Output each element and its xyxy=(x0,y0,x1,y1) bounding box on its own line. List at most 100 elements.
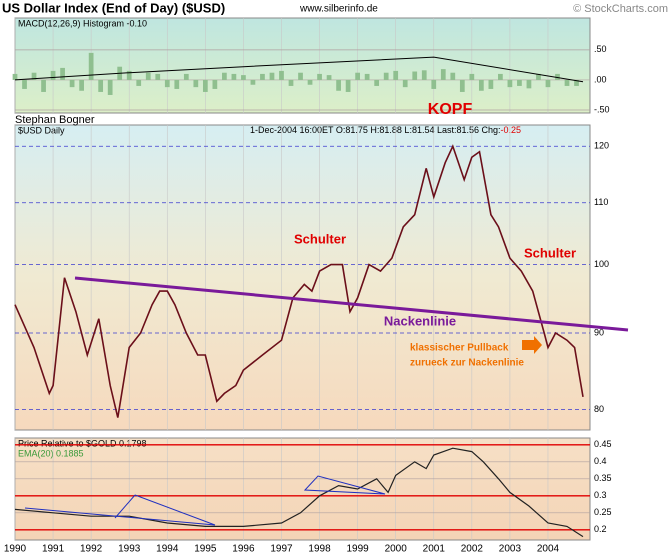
triangle xyxy=(303,475,386,495)
histogram-bar xyxy=(574,79,579,86)
x-tick-label: 1993 xyxy=(118,544,141,555)
histogram-bar xyxy=(440,69,446,80)
copyright: © StockCharts.com xyxy=(573,3,668,15)
histogram-bar xyxy=(126,70,132,80)
histogram-bar xyxy=(69,79,75,88)
histogram-bar xyxy=(374,79,380,86)
histogram-bar xyxy=(564,79,570,86)
histogram-bar xyxy=(345,79,351,92)
histogram-bar xyxy=(88,52,94,80)
histogram-bar xyxy=(478,79,484,91)
x-tick-label: 2004 xyxy=(537,544,560,555)
x-tick-label: 2002 xyxy=(461,544,484,555)
annotation: klassischer Pullback xyxy=(410,343,509,354)
histogram-bar xyxy=(50,70,56,80)
histogram-bar xyxy=(459,79,465,92)
histogram-bar xyxy=(517,79,522,86)
x-tick-label: 1997 xyxy=(270,544,293,555)
x-tick-label: 1999 xyxy=(347,544,370,555)
x-tick-label: 1992 xyxy=(80,544,103,555)
neckline xyxy=(74,276,629,332)
annotation: zurueck zur Nackenlinie xyxy=(410,358,524,369)
y-tick-label: 0.35 xyxy=(594,473,612,483)
histogram-bar xyxy=(355,72,360,80)
histogram-bar xyxy=(364,73,370,80)
macd-panel xyxy=(14,17,591,114)
histogram-bar xyxy=(526,79,532,89)
histogram-bar xyxy=(288,79,294,86)
histogram-bar xyxy=(174,79,180,89)
histogram-bar xyxy=(41,79,46,92)
annotation: Nackenlinie xyxy=(384,313,456,328)
y-tick-label: 80 xyxy=(594,404,604,414)
arrow xyxy=(522,336,542,354)
plot-layer: .50 .00 -.50 80 90 100 110 120 0.2 0.25 0.3 0.35 0.4… xyxy=(4,18,612,555)
histogram-bar xyxy=(269,72,275,80)
histogram-bar xyxy=(383,72,389,80)
histogram-bar xyxy=(12,73,18,80)
quote: 1-Dec-2004 16:00ET O:81.75 H:81.88 L:81.… xyxy=(250,125,521,135)
y-tick-label: 0.25 xyxy=(594,507,612,517)
histogram-bar xyxy=(164,79,170,88)
histogram-bar xyxy=(222,72,227,80)
x-tick-label: 1995 xyxy=(194,544,217,555)
x-tick-label: 1990 xyxy=(4,544,27,555)
y-tick-label: .50 xyxy=(594,44,607,54)
histogram-bar xyxy=(469,73,475,80)
histogram-bar xyxy=(336,79,341,91)
histogram-bar xyxy=(450,72,456,80)
histogram-bar xyxy=(279,70,284,80)
price-panel xyxy=(14,124,591,431)
relative-label: Price Relative to $GOLD 0.1798 xyxy=(18,438,147,448)
y-tick-label: 90 xyxy=(594,327,604,337)
macd-label: MACD(12,26,9) Histogram -0.10 xyxy=(18,18,147,28)
histogram-bar xyxy=(60,67,65,80)
quote-text: 1-Dec-2004 16:00ET O:81.75 H:81.88 L:81.… xyxy=(250,125,501,135)
histogram-bar xyxy=(98,79,104,92)
x-tick-label: 2003 xyxy=(499,544,522,555)
x-tick-label: 2001 xyxy=(423,544,446,555)
x-tick-label: 1996 xyxy=(232,544,255,555)
histogram-bar xyxy=(155,73,161,80)
series-line xyxy=(14,56,584,83)
trendline xyxy=(114,494,136,519)
histogram-bar xyxy=(260,73,265,80)
histogram-bar xyxy=(22,79,27,89)
y-tick-label: 0.4 xyxy=(594,456,607,466)
histogram-bar xyxy=(31,72,37,80)
trendline xyxy=(134,494,216,526)
y-tick-label: 0.3 xyxy=(594,490,607,500)
histogram-bar xyxy=(202,79,208,92)
page-title: US Dollar Index (End of Day) ($USD) xyxy=(2,0,225,15)
y-tick-label: 120 xyxy=(594,141,609,151)
y-tick-label: 0.45 xyxy=(594,439,612,449)
author: Stephan Bogner xyxy=(15,114,95,126)
series-line xyxy=(14,144,584,418)
change: -0.25 xyxy=(501,125,522,135)
histogram-bar xyxy=(183,73,189,80)
series-line xyxy=(14,447,584,538)
trendline xyxy=(24,507,216,526)
y-tick-label: 0.2 xyxy=(594,524,607,534)
histogram-bar xyxy=(498,73,503,80)
histogram-bar xyxy=(193,79,199,88)
histogram-bar xyxy=(431,79,437,89)
y-tick-label: 110 xyxy=(594,197,608,207)
source: www.silberinfo.de xyxy=(299,4,378,15)
histogram-bar xyxy=(136,79,142,86)
histogram-bar xyxy=(421,70,427,80)
histogram-bar xyxy=(555,73,560,80)
histogram-bar xyxy=(393,70,399,80)
y-tick-label: .00 xyxy=(594,74,607,84)
annotation: Schulter xyxy=(524,245,576,260)
histogram-bar xyxy=(107,79,113,95)
histogram-bar xyxy=(79,79,84,91)
histogram-bar xyxy=(326,75,332,80)
histogram-bar xyxy=(488,79,494,89)
histogram-bar xyxy=(307,79,313,85)
histogram-bar xyxy=(545,79,551,88)
histogram-bar xyxy=(402,79,408,88)
x-tick-label: 1994 xyxy=(156,544,179,555)
histogram-bar xyxy=(412,71,418,80)
